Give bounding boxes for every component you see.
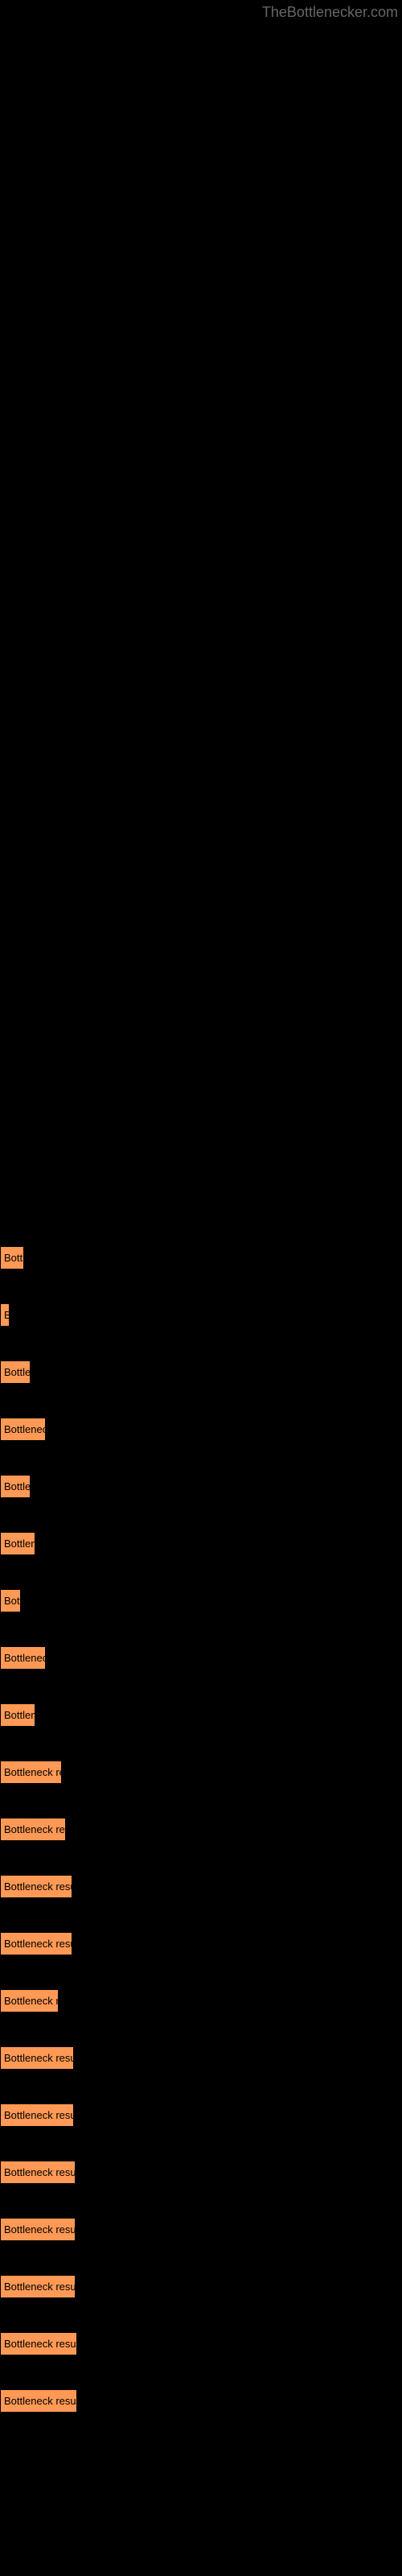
- bottleneck-result-item[interactable]: Bottler: [0, 1475, 31, 1498]
- bottleneck-result-item[interactable]: Bottler: [0, 1360, 31, 1384]
- bottleneck-result-item[interactable]: Bottleneck: [0, 1646, 46, 1670]
- bottleneck-result-item[interactable]: Bottleneck result: [0, 2275, 76, 2298]
- bottleneck-result-item[interactable]: Bottleneck result: [0, 2332, 77, 2355]
- bottleneck-result-item[interactable]: Bottleneck resu: [0, 1818, 66, 1841]
- bottleneck-result-item[interactable]: Bottleneck result: [0, 2218, 76, 2241]
- bottleneck-result-item[interactable]: Bottleneck result: [0, 2161, 76, 2184]
- bottleneck-result-item[interactable]: Bottleneck re: [0, 1989, 59, 2013]
- bottleneck-result-item[interactable]: Bottlene: [0, 1703, 35, 1727]
- bottleneck-result-item[interactable]: Bottleneck result: [0, 1932, 72, 1955]
- bottleneck-result-item[interactable]: Bottleneck result: [0, 2389, 77, 2413]
- bottleneck-result-item[interactable]: Bottle: [0, 1246, 24, 1269]
- watermark-text: TheBottlenecker.com: [262, 4, 398, 21]
- bottleneck-result-item[interactable]: Bottleneck res: [0, 1761, 62, 1784]
- bottleneck-result-item[interactable]: Bottlene: [0, 1532, 35, 1555]
- bottleneck-result-item[interactable]: Bottleneck result: [0, 2103, 74, 2127]
- bottleneck-list: Bottle B Bottler Bottleneck Bottler Bottlene B…: [0, 1246, 402, 2446]
- bottleneck-result-item[interactable]: Bottleneck result: [0, 1875, 72, 1898]
- bottleneck-result-item[interactable]: Bottleneck: [0, 1418, 46, 1441]
- bottleneck-result-item[interactable]: Bottleneck result: [0, 2046, 74, 2070]
- bottleneck-result-item[interactable]: Bott: [0, 1589, 21, 1612]
- bottleneck-result-item[interactable]: B: [0, 1303, 10, 1327]
